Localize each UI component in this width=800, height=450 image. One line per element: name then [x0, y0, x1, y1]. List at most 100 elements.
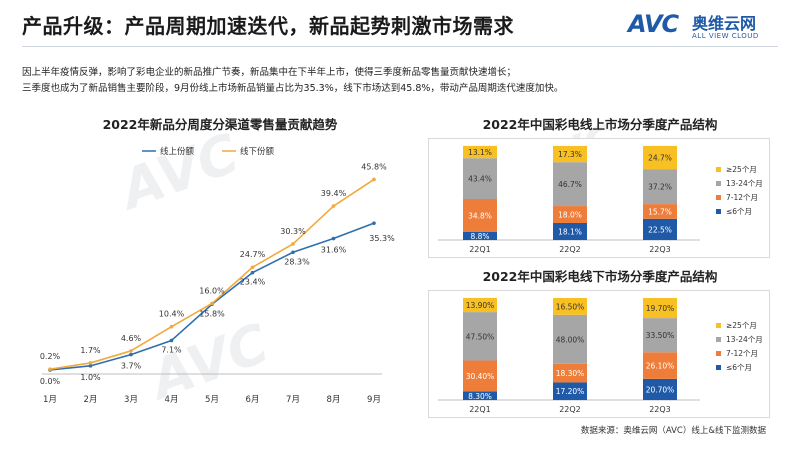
- x-tick-label: 2月: [84, 395, 98, 405]
- data-label-online: 15.8%: [199, 309, 225, 318]
- bar-value-label: 13.1%: [468, 148, 492, 157]
- bar-value-label: 33.50%: [646, 331, 675, 340]
- legend-label-online: 线上份额: [160, 146, 195, 157]
- legend-swatch-lt6: [716, 365, 721, 370]
- data-label-online: 35.3%: [369, 234, 395, 243]
- intro-line-1: 因上半年疫情反弹，影响了彩电企业的新品推广节奏，新品集中在下半年上市，使得三季度…: [22, 64, 516, 78]
- x-tick-label: 9月: [367, 395, 381, 405]
- logo-mark: AVC: [628, 10, 678, 38]
- bar-value-label: 26.10%: [646, 362, 675, 371]
- data-point-offline: [251, 265, 255, 269]
- legend-swatch-ge25: [716, 167, 721, 172]
- x-tick-label: 1月: [43, 395, 57, 405]
- bar-value-label: 18.30%: [556, 369, 585, 378]
- bar-value-label: 20.70%: [646, 385, 675, 394]
- data-label-online: 28.3%: [284, 257, 310, 266]
- data-point-offline: [332, 204, 336, 208]
- x-tick-label: 4月: [165, 395, 179, 405]
- data-point-offline: [372, 178, 376, 182]
- legend-swatch-lt6: [716, 209, 721, 214]
- legend-label-13-24: 13-24个月: [726, 335, 763, 344]
- online-bar-chart: 8.8%34.8%43.4%13.1%22Q118.1%18.0%46.7%17…: [428, 138, 770, 258]
- x-tick-label: 7月: [286, 395, 300, 405]
- data-label-offline: 45.8%: [361, 162, 387, 171]
- data-label-offline: 24.7%: [240, 250, 266, 259]
- data-point-offline: [89, 361, 93, 365]
- data-point-online: [251, 271, 255, 275]
- data-point-online: [129, 353, 133, 357]
- bar-value-label: 34.8%: [468, 211, 492, 220]
- offline-bar-chart-title: 2022年中国彩电线下市场分季度产品结构: [420, 266, 780, 285]
- bar-value-label: 47.50%: [466, 332, 495, 341]
- bar-value-label: 43.4%: [468, 175, 492, 184]
- data-point-offline: [170, 325, 174, 329]
- online-bar-chart-title: 2022年中国彩电线上市场分季度产品结构: [420, 114, 780, 133]
- x-tick-label: 8月: [327, 395, 341, 405]
- x-tick-label: 5月: [205, 395, 219, 405]
- legend-swatch-ge25: [716, 323, 721, 328]
- data-label-offline: 0.2%: [40, 352, 61, 361]
- brand-logo: AVC 奥维云网 ALL VIEW CLOUD: [628, 8, 778, 44]
- legend-swatch-13-24: [716, 337, 721, 342]
- x-tick-label: 22Q3: [649, 245, 671, 254]
- data-label-online: 23.4%: [240, 278, 266, 287]
- bar-value-label: 17.20%: [556, 387, 585, 396]
- legend-swatch-13-24: [716, 181, 721, 186]
- page-title: 产品升级：产品周期加速迭代，新品起势刺激市场需求: [22, 10, 514, 39]
- data-point-online: [372, 221, 376, 225]
- offline-bar-chart: 8.30% 30.40% 47.50% 13.90% 22Q1 17.20% 18.30% 4…: [428, 290, 770, 418]
- data-label-offline: 39.4%: [321, 189, 347, 198]
- bar-value-label: 15.7%: [648, 207, 672, 216]
- x-tick-label: 22Q2: [559, 245, 581, 254]
- bar-value-label: 8.8%: [470, 232, 489, 241]
- data-label-online: 1.0%: [80, 373, 101, 382]
- bar-value-label: 37.2%: [648, 183, 672, 192]
- data-label-online: 7.1%: [161, 345, 182, 354]
- bar-value-label: 22.5%: [648, 225, 672, 234]
- legend-label-ge25: ≥25个月: [726, 321, 757, 330]
- bar-value-label: 30.40%: [466, 372, 495, 381]
- data-label-offline: 4.6%: [121, 334, 142, 343]
- bar-value-label: 19.70%: [646, 304, 675, 313]
- line-chart: 1月 2月 3月 4月 5月 6月 7月 8月 9月 线上份额 线下份额 0.0% 1.0% 3.7% 7.…: [22, 134, 402, 416]
- x-tick-label: 6月: [246, 395, 260, 405]
- data-point-online: [170, 339, 174, 343]
- data-label-offline: 1.7%: [80, 346, 101, 355]
- x-tick-label: 22Q1: [469, 405, 491, 414]
- data-point-online: [332, 237, 336, 241]
- x-tick-label: 22Q1: [469, 245, 491, 254]
- x-tick-label: 3月: [124, 395, 138, 405]
- title-divider: [22, 46, 778, 47]
- bar-value-label: 13.90%: [466, 301, 495, 310]
- bar-value-label: 18.1%: [558, 227, 582, 236]
- legend-label-7-12: 7-12个月: [726, 193, 758, 202]
- legend-label-ge25: ≥25个月: [726, 165, 757, 174]
- legend-swatch-7-12: [716, 351, 721, 356]
- x-tick-label: 22Q3: [649, 405, 671, 414]
- data-point-offline: [291, 242, 295, 246]
- data-point-online: [291, 250, 295, 254]
- intro-line-2: 三季度也成为了新品销售主要阶段，9月份线上市场新品销量占比为35.3%，线下市场…: [22, 80, 563, 94]
- legend-label-offline: 线下份额: [240, 146, 275, 157]
- legend-label-lt6: ≤6个月: [726, 363, 752, 372]
- bar-value-label: 48.00%: [556, 335, 585, 344]
- data-label-online: 31.6%: [321, 246, 347, 255]
- logo-en-text: ALL VIEW CLOUD: [692, 32, 759, 40]
- legend-label-lt6: ≤6个月: [726, 207, 752, 216]
- data-label-online: 3.7%: [121, 362, 142, 371]
- data-point-offline: [210, 302, 214, 306]
- data-source-note: 数据来源：奥维云网（AVC）线上&线下监测数据: [581, 424, 766, 436]
- bar-value-label: 18.0%: [558, 211, 582, 220]
- logo-cn-text: 奥维云网: [692, 10, 756, 34]
- legend-label-7-12: 7-12个月: [726, 349, 758, 358]
- bar-value-label: 16.50%: [556, 302, 585, 311]
- data-point-offline: [48, 367, 52, 371]
- data-label-offline: 16.0%: [199, 286, 225, 295]
- legend-label-13-24: 13-24个月: [726, 179, 763, 188]
- series-line-offline: [50, 179, 374, 369]
- data-label-online: 0.0%: [40, 377, 61, 386]
- line-chart-title: 2022年新品分周度分渠道零售量贡献趋势: [40, 114, 400, 133]
- bar-value-label: 8.30%: [468, 392, 492, 401]
- data-label-offline: 30.3%: [280, 227, 306, 236]
- data-point-offline: [129, 349, 133, 353]
